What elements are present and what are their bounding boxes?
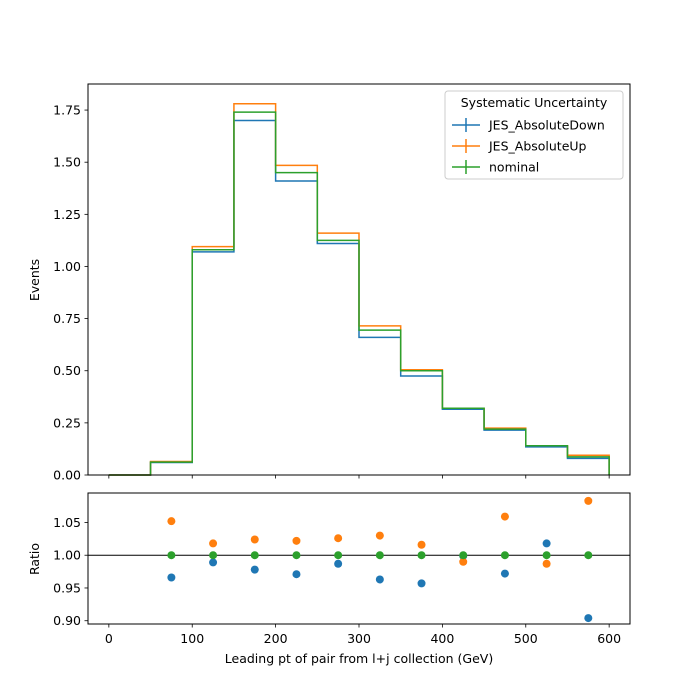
ratio-y-ticks: 0.90 0.95 1.00 1.05 [53, 515, 88, 628]
ratio-point-jes-absolutedown [500, 569, 509, 578]
ratio-point-jes-absoluteup [334, 534, 343, 543]
legend-label: JES_AbsoluteUp [488, 139, 587, 154]
ratio-x-tick-label: 200 [264, 631, 288, 646]
main-y-axis-label: Events [27, 259, 42, 301]
ratio-point-jes-absolutedown [375, 575, 384, 584]
ratio-point-jes-absolutedown [292, 570, 301, 579]
ratio-point-nominal [375, 551, 384, 560]
histogram-series-group [108, 103, 610, 476]
legend: Systematic Uncertainty JES_AbsoluteDownJ… [444, 90, 624, 180]
ratio-point-jes-absolutedown [209, 558, 218, 567]
x-axis-label: Leading pt of pair from l+j collection (… [225, 651, 493, 666]
ratio-point-nominal [584, 551, 593, 560]
ratio-points-group [167, 496, 593, 623]
ratio-point-jes-absolutedown [584, 614, 593, 623]
main-y-tick-label: 1.25 [53, 207, 81, 222]
ratio-point-jes-absoluteup [542, 559, 551, 568]
ratio-plot-area [88, 493, 630, 624]
legend-box [444, 90, 624, 180]
ratio-x-tick-label: 100 [180, 631, 204, 646]
main-y-tick-label: 0.00 [53, 468, 81, 483]
ratio-y-tick-label: 1.00 [53, 548, 81, 563]
ratio-point-jes-absolutedown [417, 579, 426, 588]
ratio-point-jes-absolutedown [334, 559, 343, 568]
ratio-x-tick-label: 600 [597, 631, 621, 646]
ratio-point-jes-absoluteup [250, 535, 259, 544]
ratio-point-nominal [292, 551, 301, 560]
ratio-y-axis-label: Ratio [27, 543, 42, 575]
ratio-point-jes-absoluteup [375, 531, 384, 540]
main-y-ticks: 0.00 0.25 0.50 0.75 1.00 1.25 1.50 1.75 [53, 103, 88, 483]
ratio-point-jes-absoluteup [209, 539, 218, 548]
ratio-point-nominal [167, 551, 176, 560]
ratio-point-jes-absoluteup [292, 536, 301, 545]
main-y-tick-label: 0.75 [53, 311, 81, 326]
ratio-point-jes-absolutedown [250, 565, 259, 574]
ratio-point-nominal [459, 551, 468, 560]
legend-label: JES_AbsoluteDown [488, 118, 605, 133]
ratio-point-nominal [250, 551, 259, 560]
ratio-panel: 0 100 200 300 400 500 600 0.90 0.95 1.00 1.05 Rat… [27, 492, 631, 666]
ratio-y-tick-label: 0.90 [53, 613, 81, 628]
main-y-tick-label: 1.50 [53, 155, 81, 170]
main-y-tick-label: 0.25 [53, 415, 81, 430]
ratio-point-jes-absoluteup [417, 540, 426, 549]
ratio-point-jes-absoluteup [459, 557, 468, 566]
ratio-point-nominal [417, 551, 426, 560]
ratio-x-tick-label: 300 [347, 631, 371, 646]
ratio-point-nominal [542, 551, 551, 560]
legend-title: Systematic Uncertainty [461, 95, 608, 110]
ratio-x-tick-label: 500 [514, 631, 538, 646]
main-y-tick-label: 0.50 [53, 363, 81, 378]
ratio-point-jes-absoluteup [167, 517, 176, 526]
ratio-x-tick-label: 400 [430, 631, 454, 646]
ratio-point-jes-absoluteup [584, 496, 593, 505]
main-x-ticks [108, 475, 610, 479]
main-y-tick-label: 1.75 [53, 103, 81, 118]
ratio-point-jes-absolutedown [167, 573, 176, 582]
ratio-point-nominal [334, 551, 343, 560]
main-histogram-panel: 0.000.250.500.751.001.251.501.75 Events … [27, 83, 631, 483]
ratio-point-nominal [500, 551, 509, 560]
ratio-y-tick-label: 0.95 [53, 580, 81, 595]
legend-label: nominal [489, 160, 539, 175]
main-y-tick-label: 1.00 [53, 259, 81, 274]
ratio-point-jes-absolutedown [542, 539, 551, 548]
ratio-y-tick-label: 1.05 [53, 515, 81, 530]
ratio-x-tick-label: 0 [105, 631, 113, 646]
histogram-step-nominal [108, 111, 610, 476]
ratio-point-nominal [209, 551, 218, 560]
ratio-point-jes-absoluteup [500, 512, 509, 521]
ratio-x-ticks: 0 100 200 300 400 500 600 [105, 624, 621, 646]
